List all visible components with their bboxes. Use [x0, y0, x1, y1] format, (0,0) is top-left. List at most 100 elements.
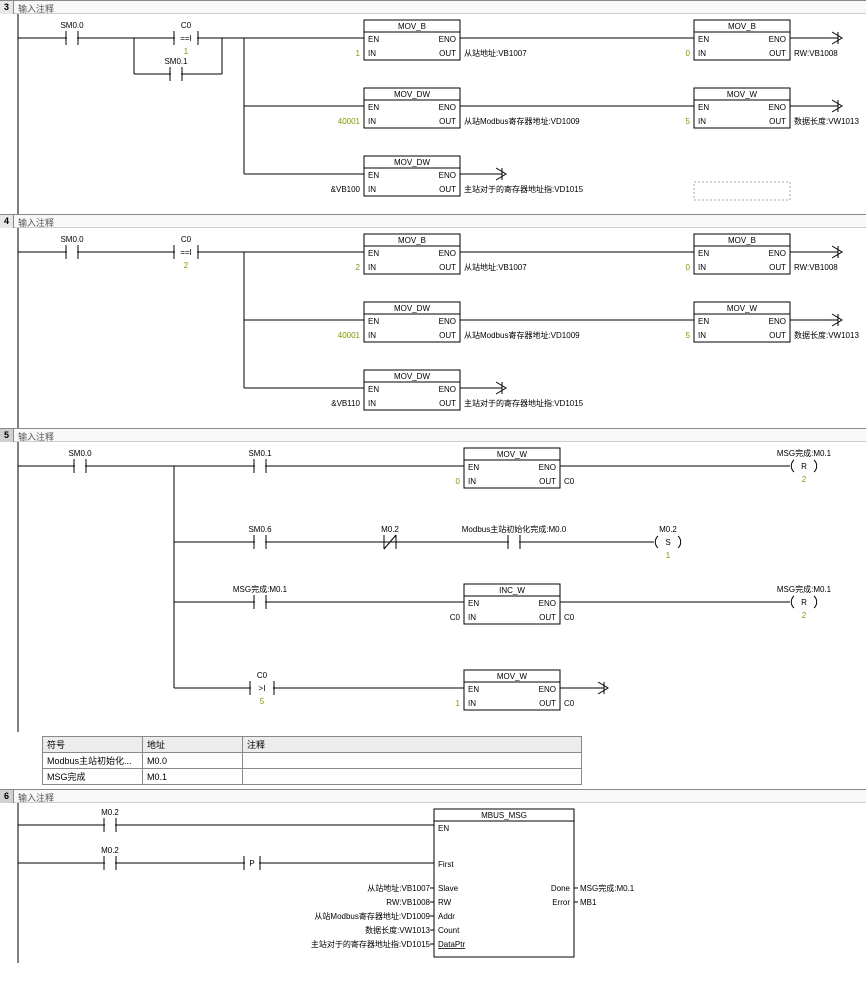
svg-text:2: 2	[356, 263, 361, 272]
svg-text:主站对于的寄存器地址指:VD1015: 主站对于的寄存器地址指:VD1015	[464, 184, 584, 194]
svg-text:MOV_B: MOV_B	[728, 236, 756, 245]
svg-text:IN: IN	[698, 263, 706, 272]
svg-text:数据长度:VW1013: 数据长度:VW1013	[794, 330, 859, 340]
compare-contact: C0 ==I 1	[174, 21, 198, 56]
svg-text:IN: IN	[468, 699, 476, 708]
coil: M0.2 S 1	[655, 525, 680, 560]
svg-text:C0: C0	[181, 21, 192, 30]
svg-text:从站Modbus寄存器地址:VD1009: 从站Modbus寄存器地址:VD1009	[464, 116, 580, 126]
svg-text:OUT: OUT	[769, 263, 786, 272]
svg-text:1: 1	[456, 699, 461, 708]
svg-text:MSG完成:M0.1: MSG完成:M0.1	[580, 883, 635, 893]
svg-text:MB1: MB1	[580, 898, 597, 907]
svg-text:OUT: OUT	[439, 49, 456, 58]
ladder-svg: M0.2 M0.2 P MBUS_MSG EN First 从站地	[14, 803, 864, 963]
svg-text:主站对于的寄存器地址指:VD1015: 主站对于的寄存器地址指:VD1015	[311, 939, 431, 949]
svg-text:IN: IN	[368, 49, 376, 58]
svg-text:C0: C0	[564, 613, 575, 622]
contact: SM0.0	[68, 449, 92, 473]
svg-text:5: 5	[686, 117, 691, 126]
svg-text:Addr: Addr	[438, 912, 455, 921]
svg-text:0: 0	[686, 263, 691, 272]
compare-contact: C0 >I 5	[250, 671, 274, 706]
svg-text:0: 0	[456, 477, 461, 486]
svg-text:IN: IN	[368, 185, 376, 194]
contact: SM0.1	[248, 449, 272, 473]
svg-text:从站Modbus寄存器地址:VD1009: 从站Modbus寄存器地址:VD1009	[464, 330, 580, 340]
network-number: 6	[0, 790, 14, 803]
svg-text:MOV_DW: MOV_DW	[394, 158, 430, 167]
network-4: 4 输入注释 SM0.0 C0 ==I 2	[0, 214, 866, 428]
svg-text:从站地址:VB1007: 从站地址:VB1007	[464, 262, 527, 272]
svg-text:2: 2	[802, 475, 807, 484]
network-6: 6 输入注释 M0.2 M0.2 P	[0, 789, 866, 963]
svg-text:>I: >I	[259, 684, 266, 693]
svg-text:C0: C0	[257, 671, 268, 680]
contact: SM0.0	[60, 21, 84, 45]
ladder-svg: SM0.0 C0 ==I 1 SM0.1	[14, 14, 864, 214]
svg-text:ENO: ENO	[439, 103, 456, 112]
svg-text:2: 2	[802, 611, 807, 620]
network-comment[interactable]: 输入注释	[14, 1, 866, 14]
svg-text:RW: RW	[438, 898, 452, 907]
svg-text:数据长度:VW1013: 数据长度:VW1013	[365, 925, 430, 935]
svg-text:M0.2: M0.2	[659, 525, 677, 534]
svg-text:SM0.1: SM0.1	[164, 57, 188, 66]
svg-text:数据长度:VW1013: 数据长度:VW1013	[794, 116, 859, 126]
svg-text:MOV_B: MOV_B	[398, 22, 426, 31]
contact: M0.2	[101, 808, 119, 832]
svg-text:EN: EN	[698, 35, 709, 44]
ladder-svg: SM0.0 SM0.1 MOV_W ENENO INOUT 0 C0 MSG完成…	[14, 442, 864, 732]
svg-text:EN: EN	[698, 103, 709, 112]
svg-text:R: R	[801, 598, 807, 607]
table-header: 地址	[143, 737, 243, 753]
svg-text:MOV_W: MOV_W	[727, 304, 758, 313]
svg-text:IN: IN	[698, 117, 706, 126]
svg-text:P: P	[249, 859, 254, 868]
svg-text:ENO: ENO	[439, 385, 456, 394]
svg-text:EN: EN	[368, 249, 379, 258]
svg-text:1: 1	[356, 49, 361, 58]
svg-text:S: S	[665, 538, 670, 547]
svg-text:40001: 40001	[338, 117, 361, 126]
table-row: MSG完成 M0.1	[43, 769, 582, 785]
svg-text:OUT: OUT	[439, 185, 456, 194]
svg-text:RW:VB1008: RW:VB1008	[794, 263, 838, 272]
network-comment[interactable]: 输入注释	[14, 790, 866, 803]
contact-not: M0.2	[381, 525, 399, 549]
svg-text:MOV_W: MOV_W	[497, 450, 528, 459]
function-block: MOV_DW ENENO INOUT &VB110 主站对于的寄存器地址指:VD…	[331, 370, 583, 410]
svg-text:5: 5	[260, 697, 265, 706]
svg-text:IN: IN	[368, 117, 376, 126]
svg-text:Modbus主站初始化完成:M0.0: Modbus主站初始化完成:M0.0	[462, 524, 567, 534]
svg-text:ENO: ENO	[539, 599, 556, 608]
svg-text:EN: EN	[368, 385, 379, 394]
svg-text:M0.2: M0.2	[101, 808, 119, 817]
svg-text:IN: IN	[368, 263, 376, 272]
function-block: MOV_B ENENO INOUT 2 从站地址:VB1007	[356, 234, 528, 274]
function-block: MOV_DW EN ENO IN OUT 40001 从站Modbus寄存器地址…	[338, 88, 580, 128]
svg-text:ENO: ENO	[539, 463, 556, 472]
svg-text:0: 0	[686, 49, 691, 58]
function-block: MOV_W ENENO INOUT 1 C0	[456, 670, 575, 710]
contact	[508, 535, 520, 549]
svg-text:RW:VB1008: RW:VB1008	[794, 49, 838, 58]
svg-text:C0: C0	[450, 613, 461, 622]
svg-text:ENO: ENO	[439, 171, 456, 180]
svg-text:从站地址:VB1007: 从站地址:VB1007	[464, 48, 527, 58]
function-block: MOV_B ENENO INOUT 0 RW:VB1008	[686, 234, 839, 274]
table-header: 符号	[43, 737, 143, 753]
mbus-block: MBUS_MSG EN First 从站地址:VB1007 Slave RW:V…	[311, 809, 635, 957]
svg-text:==I: ==I	[180, 34, 192, 43]
network-number: 4	[0, 215, 14, 228]
network-comment[interactable]: 输入注释	[14, 429, 866, 442]
svg-text:C0: C0	[564, 699, 575, 708]
svg-text:ENO: ENO	[769, 35, 786, 44]
svg-text:R: R	[801, 462, 807, 471]
network-3: 3 输入注释 SM0.0 C0 ==I 1	[0, 0, 866, 214]
svg-text:1: 1	[666, 551, 671, 560]
network-comment[interactable]: 输入注释	[14, 215, 866, 228]
svg-text:IN: IN	[368, 331, 376, 340]
svg-text:OUT: OUT	[539, 477, 556, 486]
svg-text:40001: 40001	[338, 331, 361, 340]
